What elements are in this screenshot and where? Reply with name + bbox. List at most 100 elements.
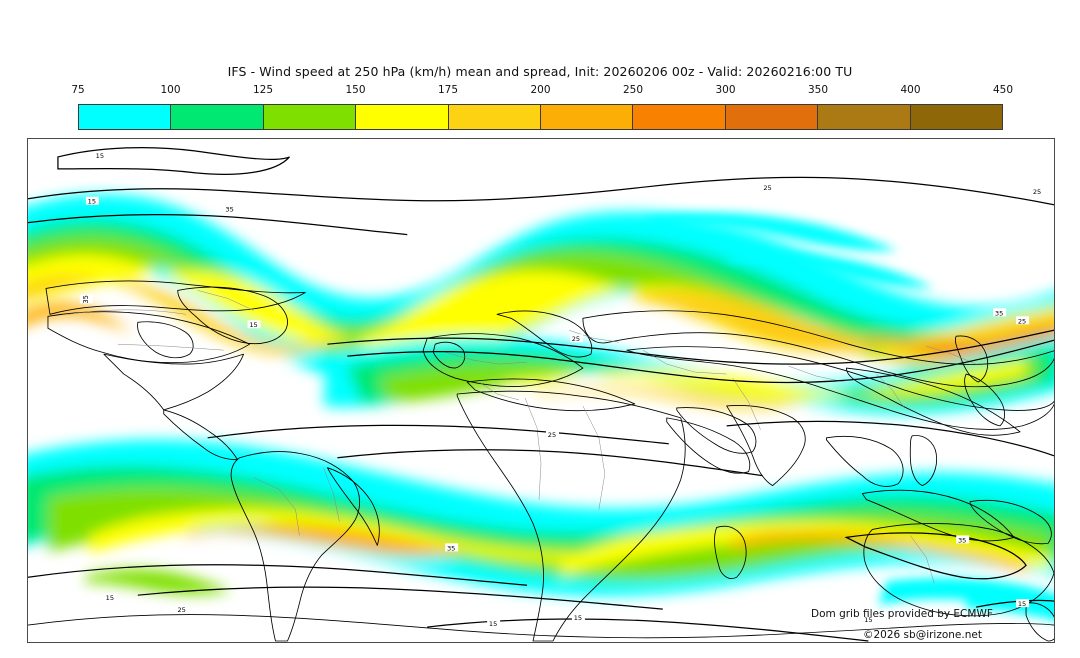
contour-label-15-e: 15 bbox=[571, 613, 585, 622]
nh-jet-core-200-atlantic bbox=[28, 302, 132, 333]
sh-secondary-patch-125 bbox=[85, 569, 232, 595]
contour-label-35-b: 35 bbox=[223, 204, 237, 214]
svg-text:25: 25 bbox=[178, 606, 186, 614]
svg-text:15: 15 bbox=[249, 321, 257, 329]
colorbar-tick-300: 300 bbox=[715, 84, 736, 96]
spread-contour-35-sh bbox=[844, 532, 1027, 580]
contour-label-35-c: 35 bbox=[993, 308, 1007, 317]
wind-speed-map: 15 15 35 35 25 25 35 25 bbox=[28, 139, 1054, 642]
nh-jet-band-175-atl bbox=[28, 275, 358, 355]
colorbar-tick-labels: 75 100 125 150 175 200 250 300 350 400 450 bbox=[71, 84, 1013, 102]
contour-label-25-f: 25 bbox=[175, 605, 189, 614]
contour-label-35-e: 35 bbox=[956, 535, 970, 544]
coast-greenland bbox=[177, 286, 288, 345]
coast-asia-north bbox=[582, 310, 1054, 388]
svg-text:35: 35 bbox=[225, 206, 233, 214]
colorbar-segment-200-250 bbox=[541, 105, 634, 129]
svg-text:25: 25 bbox=[763, 184, 771, 192]
coast-europe bbox=[422, 333, 584, 387]
svg-text:15: 15 bbox=[489, 620, 497, 628]
svg-text:35: 35 bbox=[995, 309, 1003, 317]
coast-philippines bbox=[909, 435, 938, 487]
colorbar-segment-150-175 bbox=[356, 105, 449, 129]
coast-scandinavia bbox=[496, 310, 593, 358]
colorbar-segment-350-400 bbox=[818, 105, 911, 129]
coast-sa-east bbox=[326, 467, 380, 546]
nh-jet-band-175 bbox=[626, 289, 1054, 352]
coast-newzealand bbox=[1025, 602, 1054, 642]
colorbar-segment-125-150 bbox=[263, 105, 357, 129]
coast-india bbox=[726, 405, 806, 487]
spread-contour-15-north bbox=[57, 147, 290, 175]
coast-south-america bbox=[230, 451, 361, 642]
svg-text:15: 15 bbox=[574, 614, 582, 622]
wind-speed-filled-contours bbox=[28, 194, 1054, 596]
coast-asia-central bbox=[626, 346, 1054, 430]
svg-text:15: 15 bbox=[106, 594, 114, 602]
svg-text:15: 15 bbox=[96, 152, 104, 160]
contour-label-25-e: 25 bbox=[1031, 186, 1045, 196]
colorbar-tick-400: 400 bbox=[900, 84, 921, 96]
spread-contour-25-sh bbox=[137, 586, 663, 610]
colorbar-segment-250-300 bbox=[633, 105, 726, 129]
sh-jet-band-125 bbox=[47, 487, 1051, 579]
spread-contour-25-asia bbox=[327, 329, 1054, 365]
coast-madagascar bbox=[714, 525, 747, 579]
coast-north-america bbox=[45, 280, 306, 315]
ea-jet-core-300 bbox=[864, 328, 1051, 349]
spread-contour-25-nhpac bbox=[726, 420, 1054, 457]
coast-africa-horn bbox=[666, 417, 751, 474]
coast-us-mexico bbox=[103, 353, 245, 411]
colorbar-tick-150: 150 bbox=[345, 84, 366, 96]
coast-canada-us bbox=[47, 311, 250, 364]
colorbar-tick-450: 450 bbox=[992, 84, 1014, 96]
spread-contour-25-sa bbox=[337, 449, 763, 477]
sh-jet-band-150-ind bbox=[560, 521, 1051, 576]
svg-text:15: 15 bbox=[1018, 600, 1026, 608]
coastlines bbox=[28, 280, 1054, 642]
svg-text:25: 25 bbox=[572, 335, 580, 343]
colorbar-segment-175-200 bbox=[448, 105, 542, 129]
colorbar-tick-250: 250 bbox=[622, 84, 644, 96]
colorbar-tick-200: 200 bbox=[530, 84, 551, 96]
coast-se-asia bbox=[826, 435, 904, 487]
contour-label-15-f: 15 bbox=[862, 615, 876, 624]
svg-text:15: 15 bbox=[864, 616, 872, 624]
contour-label-35-d: 35 bbox=[445, 543, 459, 552]
sh-jet-core-200-ind bbox=[730, 530, 1029, 572]
page-title: IFS - Wind speed at 250 hPa (km/h) mean … bbox=[227, 64, 853, 79]
coast-hudson bbox=[137, 321, 194, 359]
colorbar-gradient bbox=[78, 104, 1003, 130]
map-panel[interactable]: 15 15 35 35 25 25 35 25 bbox=[27, 138, 1055, 643]
contour-label-15-a: 15 bbox=[93, 150, 107, 160]
svg-text:25: 25 bbox=[548, 431, 556, 439]
sh-jet-band-150-pac bbox=[89, 509, 647, 562]
coast-arabia bbox=[676, 407, 757, 454]
contour-label-25-a: 25 bbox=[569, 334, 583, 343]
colorbar-segment-400-450 bbox=[910, 105, 1003, 129]
colorbar-tick-75: 75 bbox=[71, 84, 85, 96]
coast-antarctica bbox=[28, 614, 1054, 639]
coast-newguinea bbox=[969, 499, 1052, 545]
contour-labels: 15 15 35 35 25 25 35 25 bbox=[79, 150, 1045, 628]
nh-polar-patch-b bbox=[726, 253, 935, 289]
sh-polar-patch-b bbox=[966, 587, 1054, 621]
med-jet-175 bbox=[535, 387, 809, 409]
sh-jet-core-200-pac bbox=[185, 524, 470, 556]
spread-contour-15-africa bbox=[207, 424, 669, 445]
copyright-credit: ©2026 sb@irizone.net bbox=[863, 629, 982, 641]
coast-uk bbox=[432, 341, 466, 369]
colorbar-tick-125: 125 bbox=[252, 84, 274, 96]
coast-africa-north bbox=[456, 390, 686, 642]
contour-label-15-g: 15 bbox=[1016, 599, 1030, 608]
contour-label-35-a: 35 bbox=[79, 294, 93, 304]
contour-label-15-d: 15 bbox=[487, 619, 501, 628]
colorbar-tick-100: 100 bbox=[160, 84, 181, 96]
spread-contour-35-nh bbox=[28, 214, 408, 236]
colorbar-segment-100-125 bbox=[171, 105, 264, 129]
contour-label-25-b: 25 bbox=[545, 429, 559, 439]
colorbar-tick-175: 175 bbox=[437, 84, 459, 96]
ea-jet-core-250 bbox=[816, 329, 1054, 353]
colorbar-segment-75-100 bbox=[79, 105, 172, 129]
svg-text:35: 35 bbox=[82, 295, 90, 303]
